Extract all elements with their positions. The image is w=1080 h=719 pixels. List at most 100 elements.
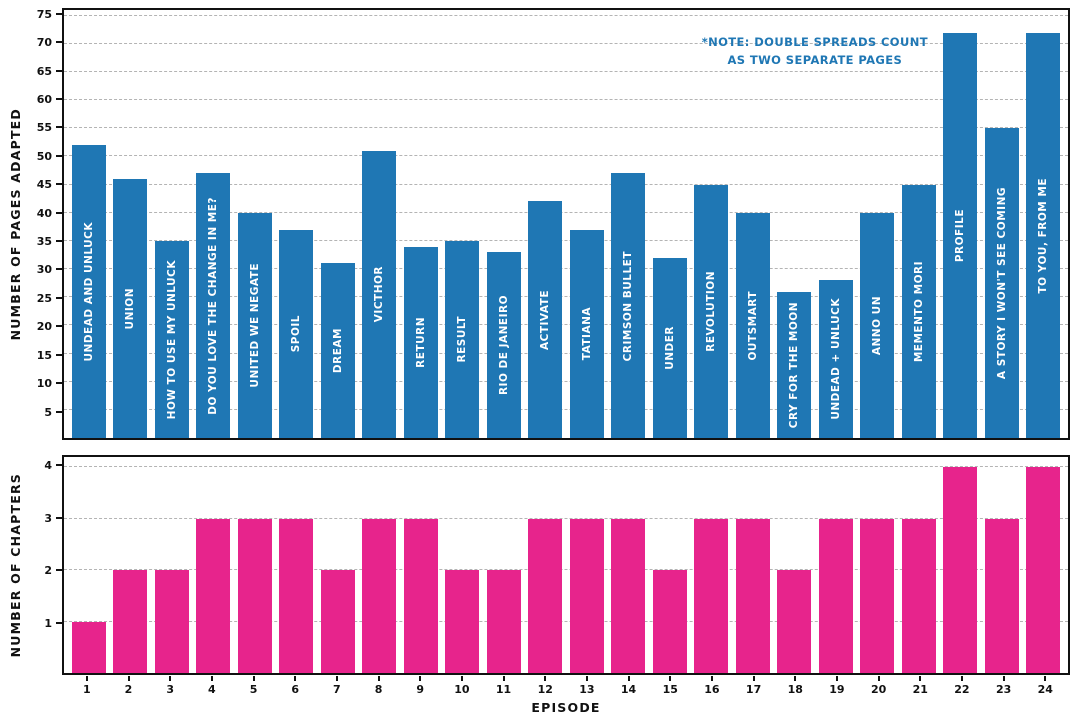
bar-episode-20 <box>860 518 895 673</box>
x-tick-mark-6 <box>294 676 297 681</box>
bar-slot-episode-4: DO YOU LOVE THE CHANGE IN ME? <box>193 10 235 438</box>
bar-slot-episode-21 <box>898 457 940 673</box>
x-tick-label-9: 9 <box>416 683 425 696</box>
bar-slot-episode-11: RIO DE JANEIRO <box>483 10 525 438</box>
bar-title-label: RIO DE JANEIRO <box>497 295 510 396</box>
bar-slot-episode-14: CRIMSON BULLET <box>608 10 650 438</box>
x-tick-mark-2 <box>127 676 130 681</box>
note-line-2: AS TWO SEPARATE PAGES <box>727 52 903 67</box>
x-tick-10: 10 <box>441 676 483 695</box>
bar-episode-17: OUTSMART <box>735 212 770 438</box>
x-tick-7: 7 <box>316 676 358 695</box>
bar-slot-episode-3: HOW TO USE MY UNLUCK <box>151 10 193 438</box>
y-tick-mark-3 <box>56 516 62 519</box>
bar-slot-episode-23 <box>981 457 1023 673</box>
bar-slot-episode-7 <box>317 457 359 673</box>
x-tick-16: 16 <box>691 676 733 695</box>
x-tick-mark-8 <box>377 676 380 681</box>
x-tick-label-1: 1 <box>83 683 91 696</box>
gridline-45 <box>64 183 1068 185</box>
chapters-y-axis-title-text: NUMBER OF CHAPTERS <box>7 472 23 658</box>
x-tick-21: 21 <box>899 676 941 695</box>
bar-episode-4: DO YOU LOVE THE CHANGE IN ME? <box>196 173 231 438</box>
bar-episode-15 <box>652 570 687 673</box>
bar-slot-episode-19: UNDEAD + UNLUCK <box>815 10 857 438</box>
bar-title-label: MEMENTO MORI <box>912 260 925 362</box>
bar-episode-6 <box>279 518 314 673</box>
pages-bars-layer: UNDEAD AND UNLUCK UNION HOW TO USE MY UNLU… <box>64 10 1068 438</box>
x-tick-mark-19 <box>835 676 838 681</box>
x-tick-mark-17 <box>752 676 755 681</box>
x-axis-title: EPISODE <box>62 700 1070 715</box>
note-line-1: *NOTE: DOUBLE SPREADS COUNT <box>701 35 928 49</box>
bar-title-label: ACTIVATE <box>539 289 552 350</box>
x-tick-4: 4 <box>191 676 233 695</box>
bar-slot-episode-23: A STORY I WON'T SEE COMING <box>981 10 1023 438</box>
gridline-4 <box>64 466 1068 468</box>
x-tick-mark-4 <box>210 676 213 681</box>
x-tick-label-17: 17 <box>745 683 762 696</box>
bar-slot-episode-5 <box>234 457 276 673</box>
y-tick-label-30: 30 <box>36 263 52 277</box>
bar-title-label: CRIMSON BULLET <box>622 250 635 361</box>
bar-slot-episode-7: DREAM <box>317 10 359 438</box>
y-tick-label-20: 20 <box>36 320 52 334</box>
bar-slot-episode-24 <box>1023 457 1065 673</box>
bar-episode-24 <box>1026 467 1061 673</box>
x-tick-label-6: 6 <box>291 683 300 696</box>
x-tick-mark-7 <box>335 676 338 681</box>
x-tick-5: 5 <box>233 676 275 695</box>
x-tick-11: 11 <box>483 676 525 695</box>
bar-episode-17 <box>735 518 770 673</box>
bar-slot-episode-13: TATIANA <box>566 10 608 438</box>
bar-slot-episode-6 <box>276 457 318 673</box>
y-tick-mark-55 <box>56 126 62 129</box>
bar-episode-23 <box>984 518 1019 673</box>
bar-slot-episode-5: UNITED WE NEGATE <box>234 10 276 438</box>
x-tick-18: 18 <box>774 676 816 695</box>
gridline-65 <box>64 70 1068 72</box>
x-tick-mark-18 <box>794 676 797 681</box>
y-tick-label-70: 70 <box>36 36 52 50</box>
y-tick-mark-50 <box>56 154 62 157</box>
y-tick-label-3: 3 <box>44 511 52 525</box>
y-tick-label-4: 4 <box>44 459 52 473</box>
chapters-bars-layer <box>64 457 1068 673</box>
bar-slot-episode-21: MEMENTO MORI <box>898 10 940 438</box>
y-tick-label-2: 2 <box>44 564 52 578</box>
bar-slot-episode-15 <box>649 457 691 673</box>
bar-episode-19 <box>818 518 853 673</box>
bar-episode-11 <box>486 570 521 673</box>
bar-slot-episode-10 <box>442 457 484 673</box>
x-tick-24: 24 <box>1024 676 1066 695</box>
pages-y-axis-title: NUMBER OF PAGES ADAPTED <box>2 8 28 440</box>
x-tick-9: 9 <box>399 676 441 695</box>
x-tick-19: 19 <box>816 676 858 695</box>
pages-y-axis-title-text: NUMBER OF PAGES ADAPTED <box>7 107 23 341</box>
x-tick-mark-24 <box>1044 676 1047 681</box>
bar-slot-episode-14 <box>608 457 650 673</box>
y-tick-mark-25 <box>56 296 62 299</box>
bar-episode-3 <box>154 570 189 673</box>
bar-slot-episode-17: OUTSMART <box>732 10 774 438</box>
x-tick-label-12: 12 <box>537 683 553 696</box>
bar-episode-1: UNDEAD AND UNLUCK <box>71 145 106 438</box>
y-tick-mark-2 <box>56 569 62 572</box>
x-tick-20: 20 <box>858 676 900 695</box>
gridline-20 <box>64 324 1068 326</box>
y-tick-mark-4 <box>56 464 62 467</box>
bar-title-label: REVOLUTION <box>705 270 718 352</box>
bar-slot-episode-24: TO YOU, FROM ME <box>1023 10 1065 438</box>
gridline-3 <box>64 517 1068 519</box>
y-tick-label-15: 15 <box>36 348 52 362</box>
gridline-15 <box>64 352 1068 354</box>
bar-title-label: SPOIL <box>290 315 303 353</box>
bar-episode-23: A STORY I WON'T SEE COMING <box>984 128 1019 438</box>
x-tick-mark-20 <box>877 676 880 681</box>
x-tick-label-7: 7 <box>333 683 341 696</box>
pages-plot-area: UNDEAD AND UNLUCK UNION HOW TO USE MY UNLU… <box>62 8 1070 440</box>
bar-title-label: UNITED WE NEGATE <box>248 263 261 388</box>
y-tick-mark-65 <box>56 69 62 72</box>
x-tick-label-21: 21 <box>912 683 928 696</box>
bar-episode-11: RIO DE JANEIRO <box>486 252 521 438</box>
